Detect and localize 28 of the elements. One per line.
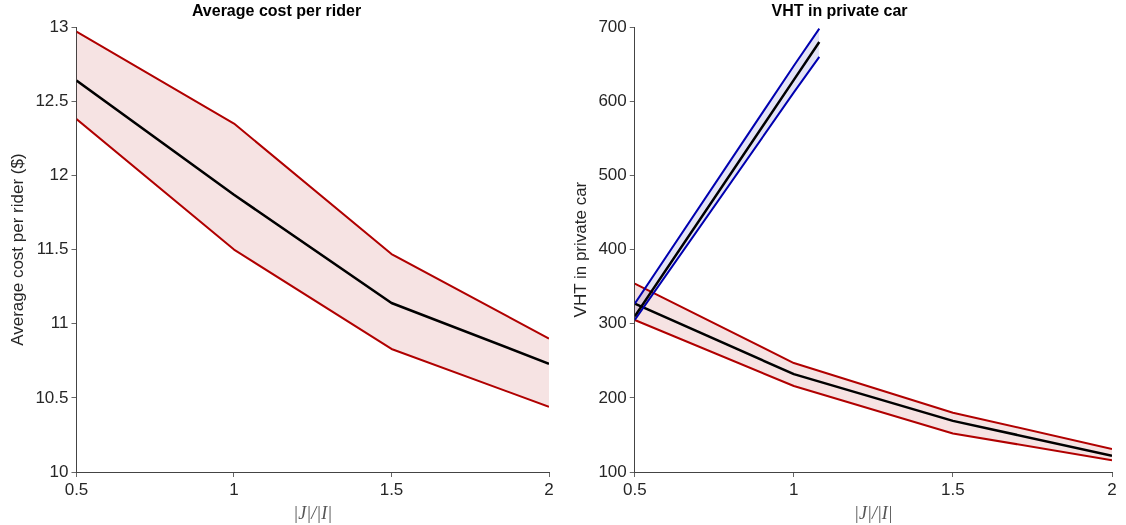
y-tick-label: 10 <box>49 461 69 481</box>
y-tick-label: 12 <box>49 165 69 185</box>
chart-title: VHT in private car <box>771 2 908 20</box>
x-tick-label: 1 <box>789 479 799 499</box>
y-tick-label: 10.5 <box>35 387 69 407</box>
x-tick-label: 1.5 <box>941 479 965 499</box>
y-tick-label: 11.5 <box>36 239 69 259</box>
x-axis-title: |J|/|I| <box>293 502 333 523</box>
y-tick-label: 13 <box>49 16 69 36</box>
x-tick-label: 0.5 <box>64 479 89 499</box>
x-tick-label: 1 <box>229 479 239 499</box>
x-tick-label: 1.5 <box>379 479 404 499</box>
y-tick-label: 700 <box>598 16 627 36</box>
y-tick-label: 100 <box>598 461 627 481</box>
chart-title: Average cost per rider <box>191 2 362 20</box>
y-tick-label: 200 <box>598 387 627 407</box>
x-axis-title: |J|/|I| <box>853 502 893 523</box>
y-tick-label: 12.5 <box>35 91 69 111</box>
y-tick-label: 11 <box>50 313 69 333</box>
y-tick-label: 500 <box>598 165 627 185</box>
x-tick-label: 2 <box>1107 479 1117 499</box>
y-tick-label: 300 <box>598 313 627 333</box>
x-tick-label: 2 <box>544 479 554 499</box>
y-axis-title: Average cost per rider ($) <box>7 153 27 346</box>
y-axis-title: VHT in private car <box>570 181 590 318</box>
x-tick-label: 0.5 <box>622 479 647 499</box>
y-tick-label: 600 <box>598 91 627 111</box>
y-tick-label: 400 <box>598 239 627 259</box>
